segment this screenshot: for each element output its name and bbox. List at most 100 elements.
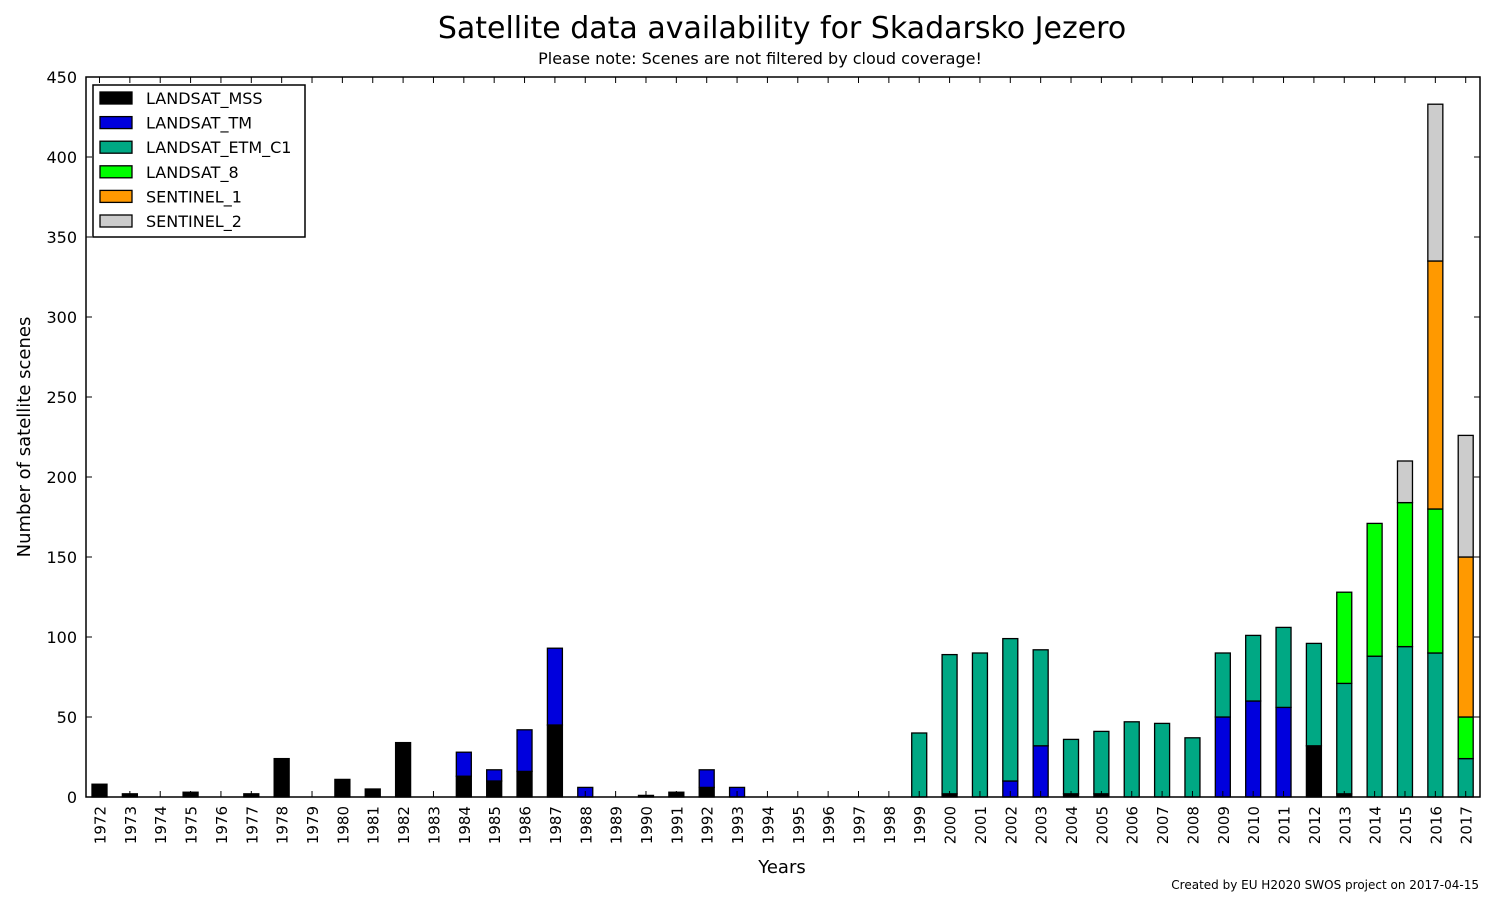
bar-landsat-etm-c1-1999	[911, 732, 928, 798]
bar-landsat-mss-1987	[546, 724, 564, 798]
x-tick-label: 1989	[608, 806, 626, 844]
bar-landsat-mss-1982	[394, 741, 412, 798]
bar-landsat-tm-2009	[1214, 716, 1231, 798]
plot-frame	[85, 76, 1481, 798]
x-tick-label: 1986	[517, 806, 535, 844]
x-tick-label: 1991	[668, 806, 686, 844]
x-tick-label: 2009	[1215, 806, 1233, 844]
x-tick-label: 1992	[699, 806, 717, 844]
bar-landsat-8-2015	[1396, 501, 1414, 648]
legend-swatch-landsat-tm	[99, 115, 133, 130]
bar-landsat-etm-c1-2011	[1275, 626, 1292, 709]
legend-label-landsat-etm-c1: LANDSAT_ETM_C1	[146, 138, 291, 158]
x-tick-label: 2002	[1002, 806, 1020, 844]
legend-swatch-sentinel-1	[99, 189, 133, 204]
bar-sentinel-1-2017	[1457, 556, 1474, 718]
x-tick-label: 1977	[243, 806, 261, 844]
axes-layer: 0 50 100 150 200 250 300 350 400 450 1972 1973 1974 1…	[46, 68, 1480, 844]
x-tick-label: 2005	[1093, 806, 1111, 844]
y-tick-label: 350	[46, 228, 77, 247]
y-tick-label: 450	[46, 68, 77, 87]
bar-sentinel-2-2017	[1457, 434, 1474, 558]
x-tick-label: 1978	[274, 806, 292, 844]
legend-box	[92, 84, 306, 238]
bar-landsat-8-2017	[1457, 716, 1474, 760]
legend-label-sentinel-1: SENTINEL_1	[146, 187, 242, 207]
bar-landsat-tm-1986	[516, 729, 533, 773]
legend-swatch-landsat-mss	[99, 91, 133, 105]
bar-landsat-tm-2011	[1275, 706, 1292, 798]
bar-landsat-etm-c1-2007	[1153, 722, 1171, 798]
footer-credit: Created by EU H2020 SWOS project on 2017…	[1171, 878, 1479, 892]
bar-landsat-8-2016	[1427, 508, 1444, 654]
x-tick-label: 1994	[759, 806, 777, 844]
bar-landsat-etm-c1-2015	[1396, 645, 1414, 798]
bar-landsat-etm-c1-2005	[1093, 730, 1110, 795]
x-tick-label: 1981	[365, 806, 383, 844]
bar-landsat-etm-c1-2004	[1062, 738, 1080, 795]
x-tick-label: 1984	[456, 806, 474, 844]
bar-landsat-etm-c1-2000	[941, 653, 958, 795]
bar-landsat-tm-1992	[698, 769, 715, 789]
x-tick-label: 2010	[1245, 806, 1263, 844]
y-tick-label: 50	[57, 708, 77, 727]
bar-landsat-etm-c1-2001	[971, 652, 989, 798]
bar-landsat-mss-2012	[1305, 745, 1323, 798]
x-tick-label: 2008	[1184, 806, 1202, 844]
y-tick-label: 400	[46, 148, 77, 167]
x-tick-label: 2017	[1458, 806, 1476, 844]
bar-landsat-etm-c1-2016	[1427, 652, 1444, 798]
x-tick-label: 1974	[152, 806, 170, 844]
x-tick-label: 1979	[304, 806, 322, 844]
x-tick-label: 1997	[851, 806, 869, 844]
legend-swatch-sentinel-2	[99, 214, 133, 228]
bar-landsat-etm-c1-2008	[1184, 737, 1201, 798]
bar-sentinel-2-2015	[1396, 460, 1414, 504]
x-tick-label: 2014	[1367, 806, 1385, 844]
bar-landsat-etm-c1-2009	[1214, 652, 1231, 718]
y-tick-label: 150	[46, 548, 77, 567]
legend-swatch-landsat-8	[99, 165, 133, 179]
bars-layer	[91, 103, 1474, 798]
legend-label-landsat-mss: LANDSAT_MSS	[146, 89, 263, 109]
x-tick-label: 1983	[425, 806, 443, 844]
x-tick-label: 1972	[92, 806, 110, 844]
y-tick-label: 0	[67, 788, 77, 807]
bar-sentinel-1-2016	[1427, 260, 1444, 510]
chart-title: Satellite data availability for Skadarsk…	[438, 11, 1126, 46]
x-tick-label: 2015	[1397, 806, 1415, 844]
x-tick-label: 2013	[1336, 806, 1354, 844]
x-tick-label: 2000	[942, 806, 960, 844]
x-tick-label: 1999	[911, 806, 929, 844]
y-tick-label: 200	[46, 468, 77, 487]
y-tick-label: 250	[46, 388, 77, 407]
bar-landsat-8-2013	[1336, 591, 1353, 685]
bar-landsat-etm-c1-2003	[1032, 649, 1049, 747]
chart-subtitle: Please note: Scenes are not filtered by …	[538, 49, 982, 68]
x-tick-label: 2016	[1427, 806, 1445, 844]
x-tick-label: 2003	[1033, 806, 1051, 844]
x-tick-label: 1982	[395, 806, 413, 844]
bar-landsat-etm-c1-2006	[1123, 721, 1140, 798]
bar-landsat-8-2014	[1366, 522, 1383, 657]
x-tick-label: 1987	[547, 806, 565, 844]
bar-landsat-etm-c1-2014	[1366, 655, 1383, 798]
legend-label-sentinel-2: SENTINEL_2	[146, 212, 242, 232]
y-tick-label: 300	[46, 308, 77, 327]
bar-landsat-tm-2010	[1245, 700, 1262, 798]
bar-landsat-tm-1985	[486, 769, 503, 782]
x-tick-label: 1995	[790, 806, 808, 844]
legend-label-landsat-8: LANDSAT_8	[146, 163, 239, 183]
x-axis-label: Years	[757, 857, 806, 878]
legend-label-landsat-tm: LANDSAT_TM	[146, 114, 252, 134]
x-tick-label: 1975	[183, 806, 201, 844]
bar-landsat-etm-c1-2002	[1002, 637, 1019, 782]
x-tick-label: 1996	[820, 806, 838, 844]
y-axis-label: Number of satellite scenes	[14, 317, 35, 558]
bar-landsat-tm-2003	[1032, 745, 1049, 798]
legend-swatch-landsat-etm-c1	[99, 140, 133, 154]
x-tick-label: 1985	[486, 806, 504, 844]
x-tick-label: 2011	[1276, 806, 1294, 844]
x-tick-label: 2006	[1124, 806, 1142, 844]
x-tick-label: 1973	[122, 806, 140, 844]
